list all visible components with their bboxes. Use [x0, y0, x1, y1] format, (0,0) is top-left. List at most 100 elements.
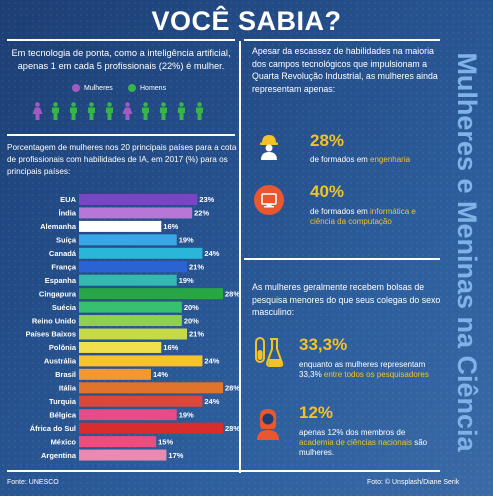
value-label: 16% [163, 222, 178, 231]
bar [79, 355, 203, 367]
bar [79, 315, 182, 327]
man-figure-icon [142, 102, 149, 120]
bar [79, 422, 223, 434]
category-label: Austrália [44, 357, 77, 366]
bar [79, 247, 203, 259]
vertical-divider [239, 41, 241, 473]
stat-engineering-label: de formados em [310, 155, 371, 164]
bar [79, 288, 223, 300]
category-label: Países Baixos [26, 330, 76, 339]
value-label: 22% [194, 209, 209, 218]
man-figure-icon [70, 102, 77, 120]
bar [79, 207, 193, 219]
man-figure-icon [178, 102, 185, 120]
test-tube-icon [252, 335, 284, 367]
category-label: Itália [59, 384, 77, 393]
value-label: 28% [225, 424, 240, 433]
title-divider-left [7, 39, 235, 41]
category-label: Argentina [41, 451, 77, 460]
value-label: 19% [179, 276, 194, 285]
value-label: 24% [204, 357, 219, 366]
legend-men-swatch [128, 84, 136, 92]
bar [79, 194, 198, 205]
stat-engineering-value: 28% [310, 131, 345, 150]
value-label: 21% [189, 330, 204, 339]
stat-researchers-label: enquanto as mulheres representam 33,3% [299, 360, 426, 379]
category-label: Brasil [55, 370, 76, 379]
stat-researchers-text: enquanto as mulheres representam 33,3% e… [299, 360, 439, 380]
woman-icon [252, 405, 282, 440]
bar-chart: EUA 23% Índia 22% Alemanha 16% Suíça 19% Canadá 2… [26, 194, 240, 461]
value-label: 21% [189, 262, 204, 271]
skills-text: Apesar da escassez de habilidades na mai… [252, 46, 438, 94]
man-figure-icon [196, 102, 203, 120]
legend-women-label: Mulheres [84, 84, 113, 92]
stat-engineering-text: de formados em engenharia [310, 155, 440, 165]
stat-researchers-value: 33,3% [299, 335, 348, 354]
stat-engineering-highlight: engenharia [370, 155, 411, 164]
title-divider-right [244, 39, 440, 41]
stat-researchers-highlight: entre todos os pesquisadores [323, 370, 429, 379]
category-label: Reino Unido [32, 316, 77, 325]
value-label: 24% [204, 249, 219, 258]
stat-academy-label: apenas 12% dos membros de [299, 428, 406, 437]
people-icons [32, 102, 205, 120]
value-label: 28% [225, 384, 240, 393]
category-label: Suécia [52, 303, 77, 312]
source-note: Fonte: UNESCO [7, 479, 59, 486]
page-title: VOCÊ SABIA? [151, 6, 342, 36]
category-label: Polônia [49, 343, 77, 352]
stat-academy-value: 12% [299, 403, 334, 422]
stat-computing-text: de formados em informática e ciência da … [310, 207, 440, 227]
category-label: Alemanha [40, 222, 77, 231]
value-label: 15% [158, 437, 173, 446]
category-label: França [51, 262, 76, 271]
grants-text: As mulheres geralmente recebem bolsas de… [252, 282, 441, 317]
woman-figure-icon [122, 102, 133, 120]
value-label: 14% [153, 370, 168, 379]
bar [79, 220, 162, 232]
bar [79, 341, 162, 353]
stat-academy-text: apenas 12% dos membros de academia de ci… [299, 428, 439, 458]
value-label: 24% [204, 397, 219, 406]
category-label: Índia [58, 209, 76, 218]
stat-academy-tail: são mulheres. [299, 438, 428, 457]
value-label: 20% [184, 303, 199, 312]
side-title: Mulheres e Meninas na Ciência [452, 52, 482, 452]
category-label: África do Sul [30, 424, 76, 433]
bar [79, 274, 177, 286]
category-label: Bélgica [49, 410, 77, 419]
bar [79, 436, 157, 448]
stat-computing-label: de formados em [310, 207, 371, 216]
legend-women: Mulheres [72, 84, 113, 92]
man-figure-icon [88, 102, 95, 120]
legend-men-label: Homens [140, 84, 167, 92]
bar [79, 409, 177, 421]
category-label: Espanha [45, 276, 77, 285]
bar [79, 261, 187, 273]
chart-title: Porcentagem de mulheres nos 20 principai… [7, 143, 237, 176]
legend-women-swatch [72, 84, 80, 92]
computer-icon [254, 185, 284, 215]
bar [79, 234, 177, 246]
category-label: Suíça [56, 236, 77, 245]
man-figure-icon [106, 102, 113, 120]
bar [79, 395, 203, 407]
value-label: 19% [179, 236, 194, 245]
bar [79, 449, 167, 461]
value-label: 23% [199, 195, 214, 204]
value-label: 19% [179, 410, 194, 419]
value-label: 17% [168, 451, 183, 460]
bottom-divider [7, 470, 440, 472]
category-label: México [51, 437, 77, 446]
category-label: Cingapura [39, 289, 77, 298]
value-label: 16% [163, 343, 178, 352]
stat-academy-highlight: academia de ciências nacionais [299, 438, 412, 447]
value-label: 20% [184, 316, 199, 325]
bar [79, 382, 223, 394]
right-section-divider [244, 258, 440, 260]
category-label: Turquia [49, 397, 77, 406]
category-label: Canadá [49, 249, 77, 258]
bar [79, 328, 187, 340]
